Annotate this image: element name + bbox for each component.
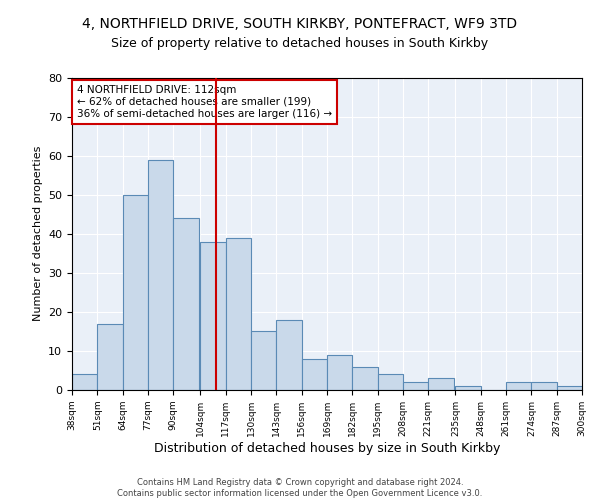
Bar [557,386,582,390]
Bar [72,374,97,390]
Bar [455,386,481,390]
Bar [327,355,352,390]
X-axis label: Distribution of detached houses by size in South Kirkby: Distribution of detached houses by size … [154,442,500,454]
Bar [200,242,226,390]
Text: Size of property relative to detached houses in South Kirkby: Size of property relative to detached ho… [112,38,488,51]
Bar [377,374,403,390]
Bar [122,194,148,390]
Text: 4 NORTHFIELD DRIVE: 112sqm
← 62% of detached houses are smaller (199)
36% of sem: 4 NORTHFIELD DRIVE: 112sqm ← 62% of deta… [77,86,332,118]
Bar [428,378,454,390]
Y-axis label: Number of detached properties: Number of detached properties [32,146,43,322]
Bar [506,382,532,390]
Bar [148,160,173,390]
Text: Contains HM Land Registry data © Crown copyright and database right 2024.
Contai: Contains HM Land Registry data © Crown c… [118,478,482,498]
Bar [532,382,557,390]
Bar [251,332,277,390]
Text: 4, NORTHFIELD DRIVE, SOUTH KIRKBY, PONTEFRACT, WF9 3TD: 4, NORTHFIELD DRIVE, SOUTH KIRKBY, PONTE… [82,18,518,32]
Bar [403,382,428,390]
Bar [226,238,251,390]
Bar [173,218,199,390]
Bar [277,320,302,390]
Bar [97,324,122,390]
Bar [352,366,377,390]
Bar [302,359,327,390]
